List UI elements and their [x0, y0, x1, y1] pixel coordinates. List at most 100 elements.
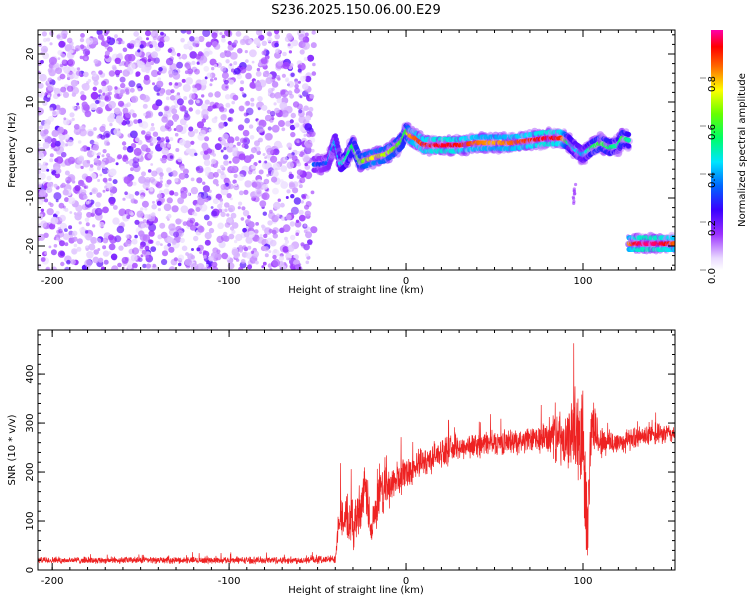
noise-speck [245, 252, 252, 259]
noise-speck [128, 80, 136, 88]
noise-speck [188, 126, 194, 132]
noise-speck [260, 57, 268, 65]
noise-speck [138, 176, 146, 184]
noise-speck [155, 181, 163, 189]
colorbar: 0.00.20.40.60.8 Normalized spectral ampl… [700, 30, 748, 284]
noise-speck [237, 48, 243, 54]
noise-speck [108, 100, 116, 109]
noise-speck [93, 127, 97, 131]
noise-speck [84, 110, 92, 118]
noise-speck [76, 67, 81, 71]
x-tick-label: -200 [41, 276, 64, 287]
noise-speck [289, 119, 294, 124]
spectrogram-x-label: Height of straight line (km) [288, 285, 424, 296]
noise-speck [185, 77, 193, 85]
noise-speck [261, 104, 268, 111]
noise-speck [98, 89, 103, 94]
noise-speck [144, 245, 150, 251]
noise-speck [49, 107, 54, 112]
noise-speck [193, 129, 199, 134]
noise-speck [223, 231, 228, 237]
noise-speck [124, 191, 128, 195]
noise-speck [285, 196, 289, 199]
noise-speck [269, 92, 276, 99]
noise-speck [88, 243, 96, 251]
noise-speck [160, 31, 164, 36]
noise-speck [255, 30, 263, 36]
noise-speck [95, 201, 101, 208]
noise-speck [172, 72, 181, 80]
noise-speck [175, 124, 184, 133]
noise-speck [163, 203, 172, 212]
noise-speck [169, 190, 175, 196]
noise-speck [210, 210, 218, 217]
noise-speck [60, 261, 65, 267]
noise-speck [72, 236, 78, 242]
noise-speck [127, 123, 131, 128]
noise-speck [262, 70, 270, 78]
noise-speck [310, 190, 315, 195]
x-tick-label: 100 [573, 276, 592, 287]
noise-speck [167, 48, 173, 53]
noise-speck [99, 94, 105, 100]
noise-speck [102, 177, 108, 183]
noise-speck [250, 250, 255, 254]
noise-speck [103, 259, 109, 265]
noise-speck [92, 86, 98, 92]
noise-speck [158, 67, 163, 72]
noise-speck [209, 58, 217, 66]
noise-speck [109, 122, 113, 127]
noise-speck [90, 236, 98, 244]
noise-speck [266, 37, 273, 43]
noise-speck [228, 160, 232, 164]
noise-speck [151, 203, 157, 210]
noise-speck [114, 34, 118, 39]
noise-speck [281, 73, 286, 78]
noise-speck [68, 59, 73, 65]
noise-speck [102, 166, 106, 170]
noise-speck [248, 124, 254, 129]
noise-speck [171, 50, 177, 56]
noise-speck [76, 105, 80, 110]
noise-speck [234, 183, 238, 186]
noise-speck [304, 162, 309, 167]
noise-speck [220, 184, 227, 190]
noise-speck [128, 194, 135, 200]
noise-speck [91, 151, 96, 156]
noise-speck [59, 251, 65, 257]
noise-speck [93, 249, 99, 255]
noise-speck [303, 229, 308, 234]
noise-speck [147, 169, 152, 173]
noise-speck [65, 176, 72, 184]
noise-speck [102, 245, 107, 250]
noise-speck [132, 262, 138, 269]
noise-speck [125, 119, 131, 125]
stray-component [572, 197, 576, 201]
noise-speck [303, 133, 307, 137]
noise-speck [112, 66, 117, 71]
noise-speck [205, 263, 209, 267]
noise-speck [101, 86, 109, 93]
noise-speck [121, 256, 129, 264]
noise-speck [280, 202, 285, 208]
noise-speck [307, 239, 313, 245]
noise-speck [73, 243, 78, 248]
noise-speck [49, 31, 54, 36]
noise-speck [115, 73, 120, 78]
noise-speck [144, 176, 151, 184]
noise-speck [267, 126, 272, 131]
noise-speck [121, 40, 125, 45]
noise-speck [288, 257, 292, 261]
noise-speck [117, 100, 125, 107]
noise-speck [42, 141, 50, 149]
noise-speck [296, 160, 300, 164]
noise-speck [39, 73, 47, 82]
noise-speck [191, 211, 197, 216]
noise-speck [112, 179, 118, 185]
noise-speck [122, 146, 128, 151]
noise-speck [213, 77, 218, 81]
noise-speck [64, 228, 68, 233]
noise-speck [60, 142, 66, 148]
noise-speck [219, 198, 224, 202]
noise-speck [251, 164, 256, 170]
